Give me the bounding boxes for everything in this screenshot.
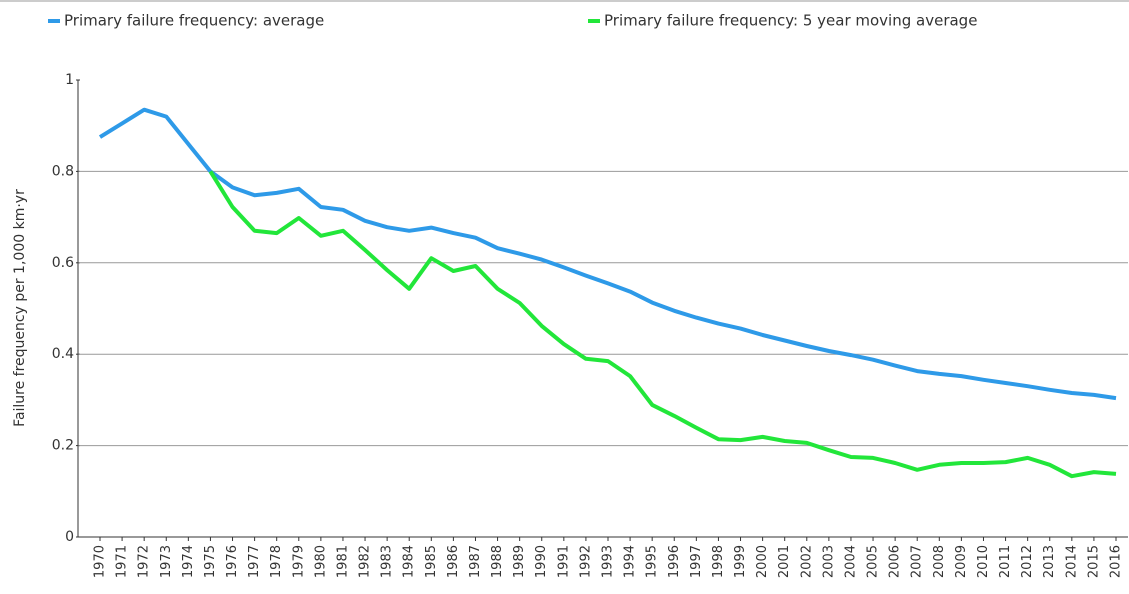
x-tick-label: 2014 — [1064, 545, 1079, 578]
x-tick-label: 1993 — [601, 545, 616, 578]
y-tick-label: 0 — [65, 529, 74, 545]
x-tick-label: 2012 — [1020, 545, 1035, 578]
x-tick-label: 1975 — [203, 545, 218, 578]
x-tick-label: 1977 — [247, 545, 262, 578]
legend-label: Primary failure frequency: 5 year moving… — [604, 12, 977, 30]
x-tick-label: 2016 — [1109, 545, 1124, 578]
x-tick-label: 1991 — [556, 545, 571, 578]
x-tick-label: 1970 — [93, 545, 108, 578]
x-tick-label: 1976 — [225, 545, 240, 578]
y-tick-label: 0.8 — [52, 163, 74, 179]
x-tick-label: 2001 — [777, 545, 792, 578]
x-tick-label: 2015 — [1086, 545, 1101, 578]
x-tick-label: 1985 — [424, 545, 439, 578]
y-tick-label: 1 — [65, 72, 74, 88]
x-tick-label: 2003 — [821, 545, 836, 578]
x-tick-label: 1973 — [159, 545, 174, 578]
x-tick-label: 1979 — [291, 545, 306, 578]
x-tick-label: 1988 — [490, 545, 505, 578]
x-tick-label: 1984 — [402, 545, 417, 578]
x-tick-label: 2009 — [954, 545, 969, 578]
line-series — [98, 107, 1117, 401]
y-tick-label: 0.2 — [52, 438, 74, 454]
legend-swatch — [588, 19, 600, 23]
x-tick-label: 1980 — [313, 545, 328, 578]
x-tick-label: 2004 — [843, 545, 858, 578]
x-tick-label: 1972 — [137, 545, 152, 578]
x-tick-label: 1992 — [578, 545, 593, 578]
x-tick-label: 2005 — [866, 545, 881, 578]
x-tick-label: 1995 — [645, 545, 660, 578]
x-tick-label: 1994 — [623, 545, 638, 578]
x-tick-label: 2007 — [910, 545, 925, 578]
legend-label: Primary failure frequency: average — [64, 12, 324, 30]
x-tick-label: 1986 — [446, 545, 461, 578]
x-tick-label: 2011 — [998, 545, 1013, 578]
x-tick-label: 1978 — [269, 545, 284, 578]
x-tick-label: 1974 — [181, 545, 196, 578]
x-tick-label: 1981 — [335, 545, 350, 578]
x-tick-label: 2010 — [976, 545, 991, 578]
x-tick-label: 1990 — [534, 545, 549, 578]
y-axis-label: Failure frequency per 1,000 km·yr — [12, 189, 28, 427]
x-tick-label: 2000 — [755, 545, 770, 578]
x-tick-label: 1971 — [115, 545, 130, 578]
x-tick-label: 1997 — [689, 545, 704, 578]
x-tick-label: 2006 — [888, 545, 903, 578]
x-tick-label: 2008 — [932, 545, 947, 578]
x-tick-label: 1989 — [512, 545, 527, 578]
x-tick-label: 2002 — [799, 545, 814, 578]
legend-swatch — [48, 19, 60, 23]
x-tick-label: 1998 — [711, 545, 726, 578]
y-tick-label: 0.6 — [52, 255, 74, 271]
x-tick-label: 1996 — [667, 545, 682, 578]
x-tick-label: 1999 — [733, 545, 748, 578]
x-tick-label: 2013 — [1042, 545, 1057, 578]
line-series — [208, 170, 1117, 479]
y-tick-label: 0.4 — [52, 346, 74, 362]
x-tick-label: 1982 — [358, 545, 373, 578]
x-tick-label: 1987 — [468, 545, 483, 578]
x-tick-label: 1983 — [380, 545, 395, 578]
